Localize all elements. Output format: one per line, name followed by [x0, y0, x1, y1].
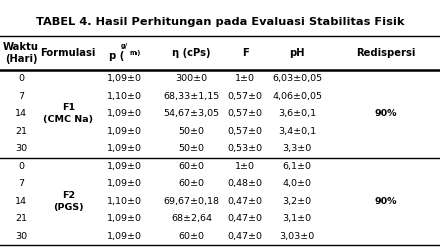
Text: F: F: [242, 48, 249, 58]
Text: 7: 7: [18, 179, 24, 188]
Text: 1,09±0: 1,09±0: [107, 214, 142, 223]
Text: 14: 14: [15, 109, 27, 118]
Text: 0: 0: [18, 74, 24, 83]
Text: 21: 21: [15, 127, 27, 136]
Text: 50±0: 50±0: [178, 127, 205, 136]
Text: 0,47±0: 0,47±0: [228, 214, 263, 223]
Text: (PGS): (PGS): [53, 203, 84, 212]
Text: 1,09±0: 1,09±0: [107, 232, 142, 241]
Text: 3,03±0: 3,03±0: [279, 232, 315, 241]
Text: 3,1±0: 3,1±0: [282, 214, 312, 223]
Text: 69,67±0,18: 69,67±0,18: [163, 197, 220, 206]
Text: 68,33±1,15: 68,33±1,15: [163, 92, 220, 101]
Text: 90%: 90%: [375, 197, 397, 206]
Text: 300±0: 300±0: [175, 74, 208, 83]
Text: 14: 14: [15, 197, 27, 206]
Text: 0: 0: [18, 162, 24, 171]
Text: F2: F2: [62, 190, 75, 200]
Text: 1,09±0: 1,09±0: [107, 144, 142, 153]
Text: 30: 30: [15, 232, 27, 241]
Text: 0,47±0: 0,47±0: [228, 232, 263, 241]
Text: 54,67±3,05: 54,67±3,05: [163, 109, 220, 118]
Text: 1,09±0: 1,09±0: [107, 109, 142, 118]
Text: 0,53±0: 0,53±0: [228, 144, 263, 153]
Text: 60±0: 60±0: [178, 179, 205, 188]
Text: 3,3±0: 3,3±0: [282, 144, 312, 153]
Text: pH: pH: [289, 48, 305, 58]
Text: 50±0: 50±0: [178, 144, 205, 153]
Text: 4,06±0,05: 4,06±0,05: [272, 92, 322, 101]
Text: 4,0±0: 4,0±0: [282, 179, 312, 188]
Text: g/: g/: [121, 44, 127, 50]
Text: 0,57±0: 0,57±0: [228, 92, 263, 101]
Text: 0,47±0: 0,47±0: [228, 197, 263, 206]
Text: 68±2,64: 68±2,64: [171, 214, 212, 223]
Text: TABEL 4. Hasil Perhitungan pada Evaluasi Stabilitas Fisik: TABEL 4. Hasil Perhitungan pada Evaluasi…: [36, 17, 404, 27]
Text: 1±0: 1±0: [235, 162, 255, 171]
Text: mₗ): mₗ): [130, 50, 141, 56]
Text: 30: 30: [15, 144, 27, 153]
Text: 1,09±0: 1,09±0: [107, 127, 142, 136]
Text: (CMC Na): (CMC Na): [43, 116, 93, 124]
Text: 60±0: 60±0: [178, 232, 205, 241]
Text: 1,09±0: 1,09±0: [107, 74, 142, 83]
Text: 7: 7: [18, 92, 24, 101]
Text: 3,6±0,1: 3,6±0,1: [278, 109, 316, 118]
Text: 1,10±0: 1,10±0: [107, 197, 142, 206]
Text: Formulasi: Formulasi: [40, 48, 96, 58]
Text: 6,03±0,05: 6,03±0,05: [272, 74, 322, 83]
Text: 1,09±0: 1,09±0: [107, 162, 142, 171]
Text: 0,57±0: 0,57±0: [228, 109, 263, 118]
Text: 6,1±0: 6,1±0: [282, 162, 312, 171]
Text: 21: 21: [15, 214, 27, 223]
Text: 1±0: 1±0: [235, 74, 255, 83]
Text: 1,10±0: 1,10±0: [107, 92, 142, 101]
Text: η (cPs): η (cPs): [172, 48, 211, 58]
Text: F1: F1: [62, 103, 75, 112]
Text: 0,48±0: 0,48±0: [228, 179, 263, 188]
Text: Waktu
(Hari): Waktu (Hari): [3, 42, 39, 64]
Text: 0,57±0: 0,57±0: [228, 127, 263, 136]
Text: 1,09±0: 1,09±0: [107, 179, 142, 188]
Text: Redispersi: Redispersi: [356, 48, 416, 58]
Text: 3,2±0: 3,2±0: [282, 197, 312, 206]
Text: 90%: 90%: [375, 109, 397, 118]
Text: p (: p (: [109, 50, 125, 60]
Text: 60±0: 60±0: [178, 162, 205, 171]
Text: 3,4±0,1: 3,4±0,1: [278, 127, 316, 136]
